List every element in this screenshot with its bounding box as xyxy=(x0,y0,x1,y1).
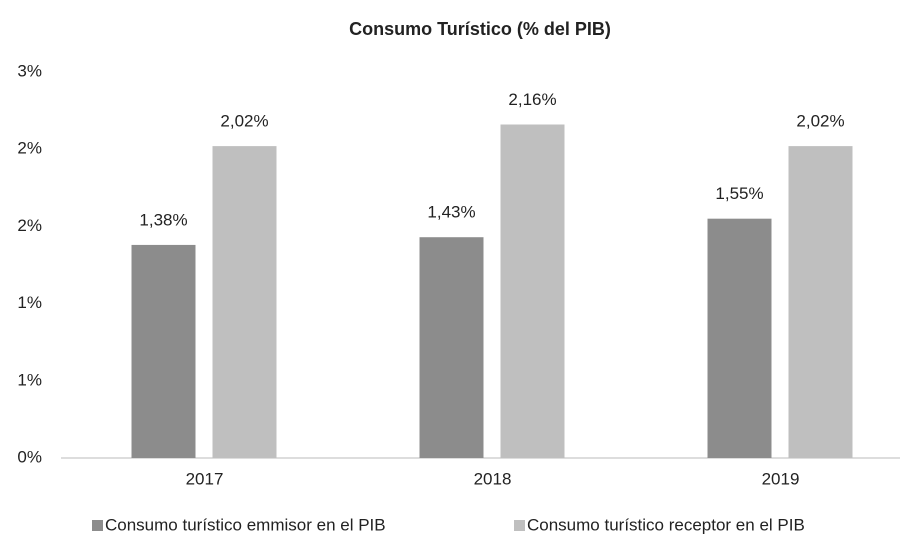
bar xyxy=(788,146,853,458)
legend-label: Consumo turístico receptor en el PIB xyxy=(527,515,805,534)
value-label: 2,02% xyxy=(796,112,844,131)
x-tick-label: 2019 xyxy=(762,469,800,488)
y-tick-label: 0% xyxy=(17,447,42,466)
value-label: 1,38% xyxy=(139,210,187,229)
chart-title: Consumo Turístico (% del PIB) xyxy=(349,19,611,39)
value-label: 2,02% xyxy=(220,112,268,131)
legend-label: Consumo turístico emmisor en el PIB xyxy=(105,515,386,534)
y-tick-label: 3% xyxy=(17,61,42,80)
legend-swatch xyxy=(92,520,103,531)
y-tick-label: 2% xyxy=(17,216,42,235)
x-tick-label: 2017 xyxy=(186,469,224,488)
x-tick-label: 2018 xyxy=(474,469,512,488)
bar xyxy=(131,244,196,458)
bar xyxy=(419,237,484,458)
y-tick-label: 1% xyxy=(17,293,42,312)
legend-swatch xyxy=(514,520,525,531)
y-tick-label: 2% xyxy=(17,139,42,158)
value-label: 1,43% xyxy=(427,203,475,222)
y-tick-label: 1% xyxy=(17,370,42,389)
bar xyxy=(500,124,565,458)
bar xyxy=(707,218,772,458)
value-label: 1,55% xyxy=(715,184,763,203)
bar xyxy=(212,146,277,458)
value-label: 2,16% xyxy=(508,90,556,109)
